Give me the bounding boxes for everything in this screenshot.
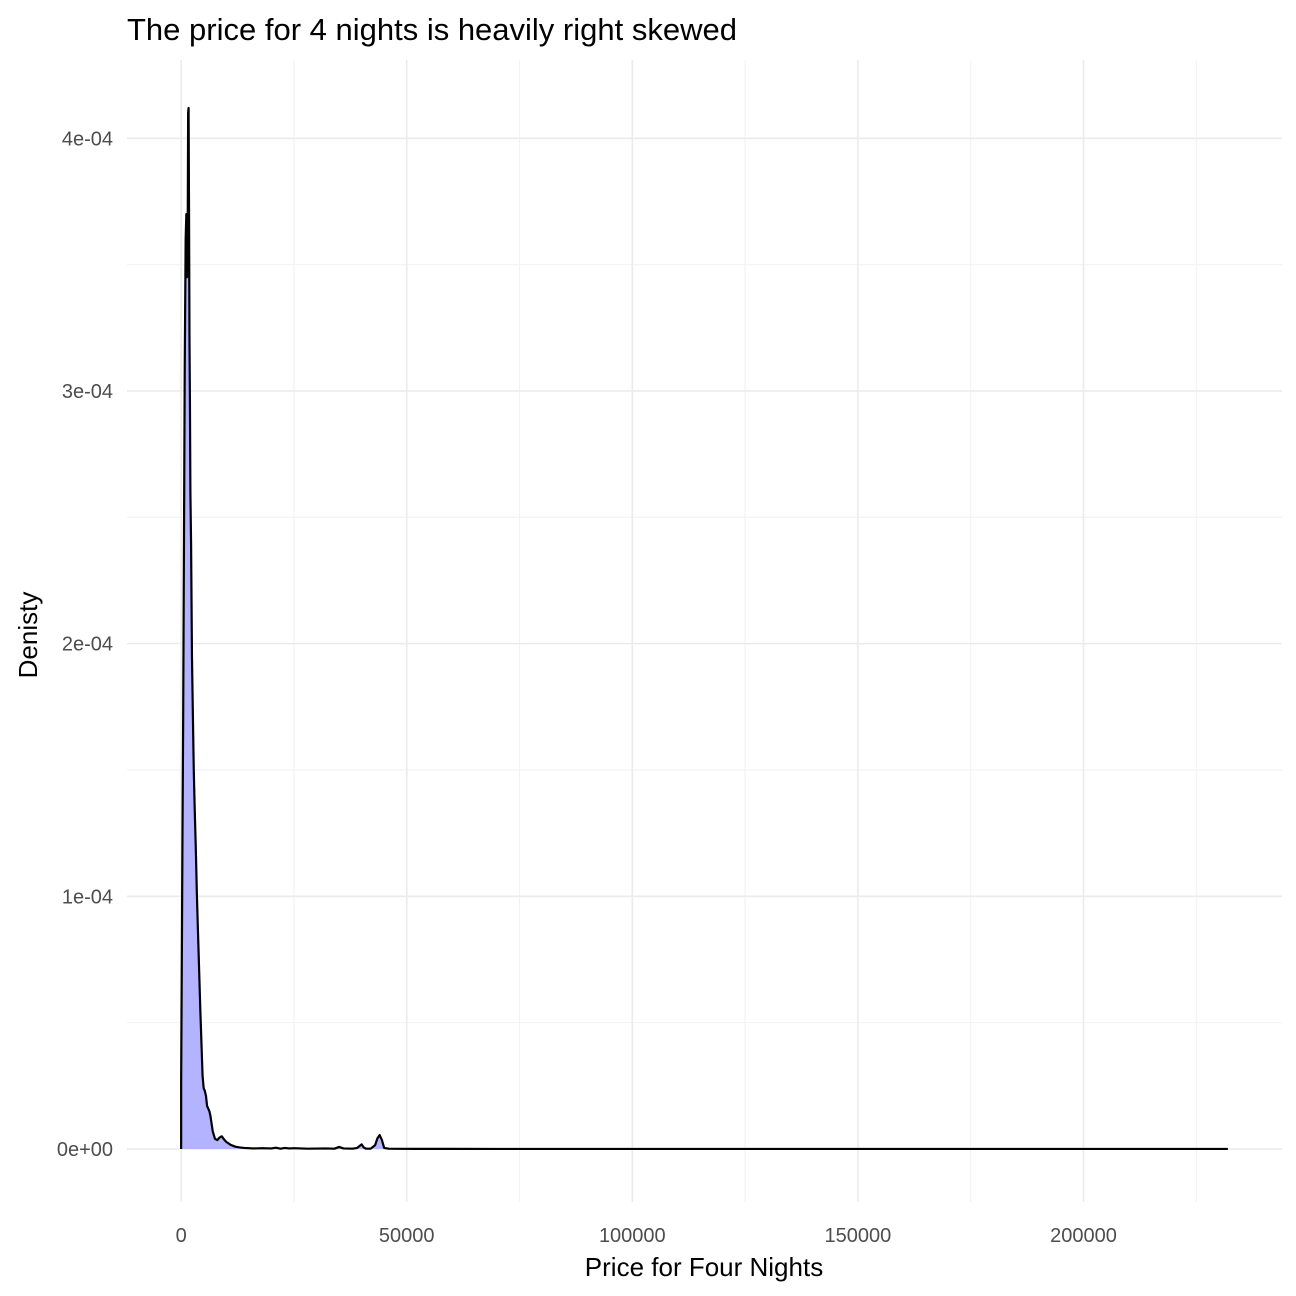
y-tick-label: 0e+00 xyxy=(57,1139,113,1161)
x-tick-label: 150000 xyxy=(825,1225,892,1247)
y-tick-label: 3e-04 xyxy=(62,381,113,403)
density-line xyxy=(180,106,1228,1151)
y-axis-title: Denisty xyxy=(13,592,43,679)
x-tick-label: 50000 xyxy=(379,1225,435,1247)
x-axis-ticks: 0 50000 100000 150000 200000 xyxy=(176,1225,1117,1247)
x-tick-label: 0 xyxy=(176,1225,187,1247)
y-tick-label: 1e-04 xyxy=(62,886,113,908)
x-tick-label: 100000 xyxy=(599,1225,666,1247)
chart-title: The price for 4 nights is heavily right … xyxy=(127,12,737,47)
y-tick-label: 4e-04 xyxy=(62,128,113,150)
data-layer xyxy=(180,106,1228,1151)
y-axis-ticks: 0e+00 1e-04 2e-04 3e-04 4e-04 xyxy=(57,128,113,1161)
y-tick-label: 2e-04 xyxy=(62,634,113,656)
x-axis-title: Price for Four Nights xyxy=(585,1252,823,1282)
x-tick-label: 200000 xyxy=(1050,1225,1117,1247)
grid xyxy=(127,60,1282,1202)
